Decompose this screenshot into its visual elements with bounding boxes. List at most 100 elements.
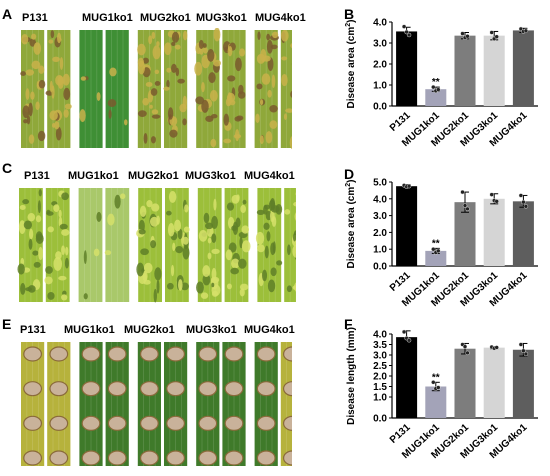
leaf-blade <box>284 188 296 302</box>
lesion-spot <box>235 57 242 72</box>
lesion-spot <box>83 293 88 300</box>
lesion-spot <box>256 209 265 215</box>
lesion-spot <box>223 113 230 126</box>
lesion-spot <box>156 41 160 47</box>
photo-e-label-mug4: MUG4ko1 <box>244 324 295 336</box>
lesion-spot <box>23 220 33 230</box>
leaf-blade <box>280 342 292 466</box>
lesion-spot <box>183 226 190 233</box>
lesion-spot <box>154 81 161 86</box>
lesion-spot <box>50 30 55 39</box>
lesion-spot <box>239 283 249 291</box>
lesion-spot <box>269 105 278 113</box>
lesion-spot <box>47 226 54 233</box>
x-tick-label: P131 <box>388 110 413 134</box>
lesion-spot <box>270 209 275 223</box>
lesion-spot <box>209 90 218 102</box>
lesion-spot <box>62 290 67 296</box>
lesion-spot <box>240 204 247 214</box>
lesion-spot <box>142 270 148 282</box>
leaf-blade <box>21 342 45 466</box>
leaf-blade <box>44 188 70 302</box>
lesion-spot <box>238 258 247 269</box>
lesion-spot <box>156 279 160 294</box>
panel-letter-d: D <box>344 166 355 182</box>
lesion-spot <box>143 132 148 144</box>
data-point <box>406 338 412 343</box>
lesion-spot <box>151 31 156 40</box>
lesion-spot <box>285 108 292 113</box>
lesion-spot <box>225 249 233 261</box>
y-axis-label: Disease area (cm2) <box>345 20 357 109</box>
lesion-spot <box>166 282 174 290</box>
y-tick-label: 3.0 <box>373 39 387 50</box>
lesion-spot <box>38 189 42 197</box>
leaf-blade <box>137 30 161 148</box>
lesion-spot <box>166 450 186 466</box>
y-tick-label: 2.0 <box>373 60 387 71</box>
lesion-spot <box>139 381 159 397</box>
lesion-spot <box>210 276 220 284</box>
lesion-spot <box>152 45 161 60</box>
lesion-spot <box>81 415 101 431</box>
leaf-blade <box>254 342 278 466</box>
bar <box>425 386 447 418</box>
lesion-spot <box>171 41 176 46</box>
lesion-spot <box>282 381 292 397</box>
lesion-spot <box>61 229 70 236</box>
lesion-spot <box>174 44 181 50</box>
y-axis-label: Disease area (cm2) <box>345 180 357 269</box>
data-point <box>462 203 468 208</box>
lesion-spot <box>182 245 190 260</box>
lesion-spot <box>271 74 276 88</box>
lesion-spot <box>143 262 153 274</box>
leaf-blade <box>45 30 72 148</box>
leaf-blade <box>105 30 129 148</box>
lesion-spot <box>22 105 30 119</box>
lesion-spot <box>28 134 35 144</box>
lesion-spot <box>151 109 159 115</box>
bar <box>483 347 505 418</box>
y-tick-label: 2.0 <box>373 228 387 239</box>
lesion-spot <box>230 267 239 275</box>
lesion-spot <box>194 61 203 76</box>
lesion-spot <box>153 288 157 303</box>
lesion-spot <box>235 217 241 228</box>
lesion-spot <box>52 56 60 63</box>
bar <box>425 250 447 266</box>
lesion-spot <box>93 248 100 257</box>
lesion-spot <box>286 285 293 293</box>
lesion-spot <box>255 231 265 245</box>
lesion-spot <box>200 292 209 299</box>
lesion-spot <box>145 81 153 87</box>
lesion-spot <box>38 246 43 261</box>
lesion-spot <box>239 288 245 297</box>
lesion-spot <box>148 35 153 45</box>
lesion-spot <box>210 113 218 119</box>
lesion-spot <box>292 233 296 242</box>
leaf-blade <box>196 188 222 302</box>
data-point <box>431 380 436 385</box>
lesion-spot <box>227 75 236 82</box>
lesion-spot <box>20 282 26 295</box>
lesion-spot <box>64 257 69 269</box>
photo-c-label-mug4: MUG4ko1 <box>244 170 295 182</box>
lesion-spot <box>294 212 296 221</box>
lesion-spot <box>224 346 244 362</box>
leaf-blade <box>105 342 129 466</box>
leaf-blade <box>163 30 188 148</box>
lesion-spot <box>266 40 273 54</box>
lesion-spot <box>124 119 128 126</box>
lesion-spot <box>238 84 244 95</box>
leaf-blade <box>20 30 46 148</box>
lesion-spot <box>47 291 55 300</box>
lesion-spot <box>83 250 87 265</box>
lesion-spot <box>166 381 186 397</box>
lesion-spot <box>257 244 265 253</box>
lesion-spot <box>164 42 172 56</box>
lesion-spot <box>154 267 162 281</box>
lesion-spot <box>151 203 160 212</box>
y-tick-label: 1.0 <box>373 393 387 404</box>
data-point <box>518 342 524 347</box>
lesion-spot <box>283 113 288 120</box>
